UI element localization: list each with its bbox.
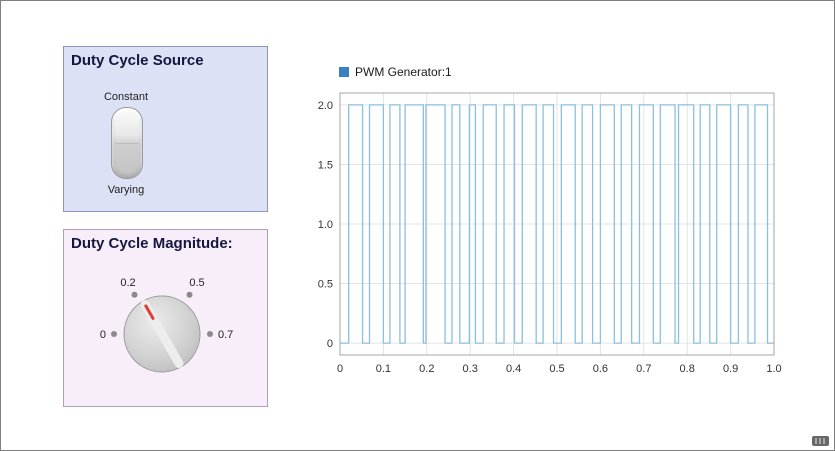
legend-label: PWM Generator:1: [355, 65, 452, 79]
svg-text:0: 0: [337, 363, 343, 375]
svg-text:1.0: 1.0: [318, 219, 333, 231]
knob[interactable]: 0 0.2 0.5 0.7: [64, 252, 269, 404]
svg-text:0.9: 0.9: [723, 363, 738, 375]
svg-text:1.0: 1.0: [766, 363, 781, 375]
knob-tick-dot-05: [186, 291, 193, 298]
legend-color-icon: [339, 67, 349, 77]
knob-tick-dot-07: [207, 331, 213, 337]
svg-text:0.3: 0.3: [463, 363, 478, 375]
svg-text:0.8: 0.8: [680, 363, 695, 375]
svg-text:0: 0: [327, 338, 333, 350]
svg-text:0.5: 0.5: [549, 363, 564, 375]
knob-label-0: 0: [100, 329, 106, 341]
magnitude-panel-title: Duty Cycle Magnitude:: [71, 235, 233, 252]
knob-label-07: 0.7: [218, 329, 233, 341]
scope-plot: 0 0.1 0.2 0.3 0.4 0.5 0.6 0.7 0.8 0.9 1.0 0 0.5 1.0 1.…: [318, 92, 782, 375]
switch-option-constant: Constant: [103, 91, 149, 103]
svg-text:2.0: 2.0: [318, 100, 333, 112]
svg-text:1.5: 1.5: [318, 159, 333, 171]
switch-option-varying: Varying: [107, 184, 145, 196]
svg-text:0.5: 0.5: [318, 279, 333, 291]
svg-text:0.6: 0.6: [593, 363, 608, 375]
scope-legend: PWM Generator:1: [339, 63, 816, 81]
svg-text:0.7: 0.7: [636, 363, 651, 375]
svg-text:0.2: 0.2: [419, 363, 434, 375]
duty-cycle-source-panel: Duty Cycle Source Constant Varying: [63, 46, 268, 212]
knob-label-02: 0.2: [120, 277, 135, 289]
source-panel-title: Duty Cycle Source: [71, 52, 204, 69]
duty-cycle-magnitude-panel: Duty Cycle Magnitude: 0 0.2 0.5 0.7: [63, 229, 268, 407]
rocker-switch[interactable]: [111, 107, 143, 179]
knob-tick-dot-02: [131, 291, 138, 298]
knob-tick-dot-0: [111, 331, 117, 337]
svg-text:0.4: 0.4: [506, 363, 521, 375]
scope: PWM Generator:1 0 0.1 0.2 0.3 0.4 0.5 0.6 0.7 0.…: [306, 63, 816, 393]
knob-pointer-mark: [144, 304, 155, 320]
svg-text:0.1: 0.1: [376, 363, 391, 375]
knob-label-05: 0.5: [189, 277, 204, 289]
watermark-badge: [812, 436, 829, 446]
